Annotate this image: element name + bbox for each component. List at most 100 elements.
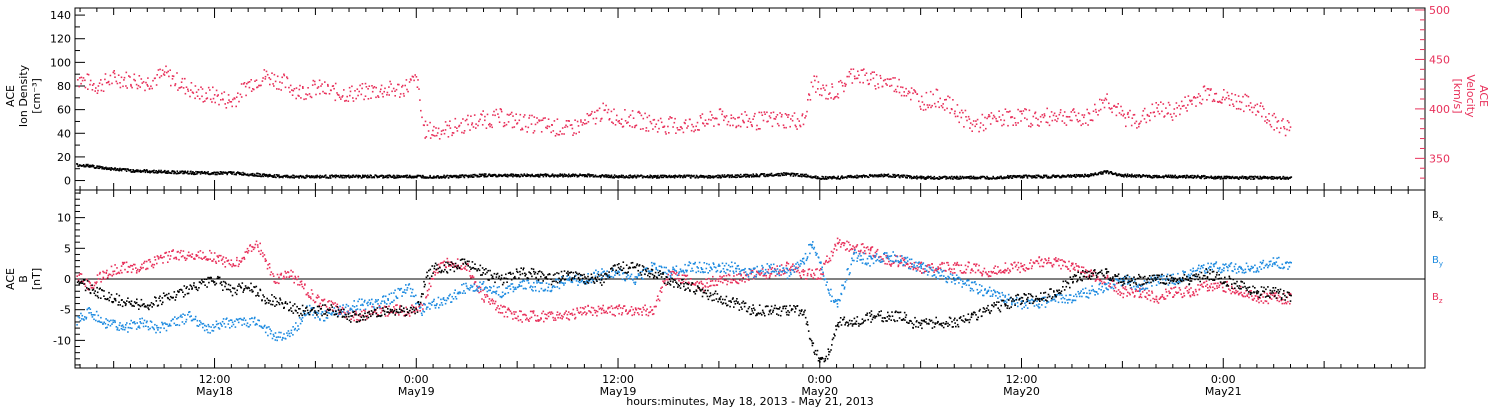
density-series-point <box>422 175 425 178</box>
velocity-series-point <box>952 99 954 101</box>
velocity-series-point <box>884 78 886 81</box>
bz-series-point <box>1003 272 1006 274</box>
density-series-point <box>478 176 480 178</box>
density-series-point <box>484 175 487 178</box>
density-series-point <box>1284 176 1286 179</box>
bz-series-point <box>619 307 622 309</box>
density-series-point <box>405 174 408 177</box>
density-series-point <box>99 166 101 169</box>
density-series-point <box>695 176 697 179</box>
bz-series-point <box>794 268 797 270</box>
velocity-series-point <box>1135 120 1138 123</box>
density-series-point <box>831 176 834 178</box>
density-series-point <box>1171 176 1174 179</box>
velocity-series-point <box>1261 105 1264 108</box>
bz-series-point <box>717 280 720 282</box>
density-series-point <box>246 173 249 175</box>
density-series-point <box>628 174 630 177</box>
bz-series-point <box>675 273 677 275</box>
velocity-series-point <box>167 70 169 73</box>
velocity-series-point <box>626 122 628 124</box>
density-series-point <box>211 173 213 175</box>
density-series-point <box>1035 177 1037 179</box>
bz-series-point <box>503 305 505 308</box>
velocity-series-point <box>97 85 100 87</box>
density-series-point <box>1061 174 1064 177</box>
density-series-point <box>1020 175 1023 178</box>
velocity-series-point <box>825 97 827 100</box>
bz-series-point <box>131 265 134 267</box>
bz-series-point <box>168 251 170 253</box>
density-series-point <box>389 174 392 177</box>
bz-series-point <box>303 287 305 290</box>
density-series-point <box>605 176 608 178</box>
bz-series-point <box>137 268 139 271</box>
density-series-point <box>150 170 153 173</box>
velocity-series-point <box>763 111 766 113</box>
density-series-point <box>345 174 347 177</box>
bz-series-point <box>655 305 657 308</box>
velocity-series-point <box>244 85 247 88</box>
velocity-series-point <box>317 86 320 88</box>
bz-series-point <box>116 272 119 274</box>
velocity-series-point <box>896 85 899 88</box>
bz-series-point <box>160 254 162 257</box>
velocity-series-point <box>372 87 375 89</box>
velocity-series-point <box>259 84 261 87</box>
velocity-series-point <box>768 115 771 117</box>
density-series-point <box>696 175 698 178</box>
bz-series-point <box>112 270 114 273</box>
density-series-point <box>160 169 162 172</box>
velocity-series-point <box>536 121 539 124</box>
density-series-point <box>385 175 388 178</box>
density-series-point <box>970 175 972 178</box>
density-series-point <box>910 177 913 180</box>
velocity-series-point <box>169 69 171 71</box>
density-series-point <box>675 175 677 178</box>
bz-series-point <box>196 254 199 257</box>
density-series-point <box>588 173 590 175</box>
velocity-series-point <box>1239 100 1241 103</box>
density-series-point <box>664 174 667 177</box>
velocity-series-point <box>750 124 753 126</box>
density-series-point <box>875 175 877 178</box>
velocity-series-point <box>644 112 646 115</box>
bz-series-point <box>603 309 605 312</box>
velocity-series-point <box>684 119 687 121</box>
density-series-point <box>183 172 185 175</box>
density-series-point <box>530 174 532 177</box>
bz-series-point <box>587 305 589 307</box>
density-series-point <box>411 176 414 178</box>
density-series-point <box>196 173 198 175</box>
bz-series-point <box>1028 267 1030 270</box>
velocity-series-point <box>464 119 467 122</box>
bz-series-point <box>553 319 555 321</box>
velocity-series-point <box>1142 110 1145 112</box>
density-series-point <box>193 173 196 176</box>
velocity-series-point <box>930 106 932 109</box>
velocity-series-point <box>522 116 525 118</box>
density-series-point <box>971 177 973 180</box>
density-series-point <box>1203 174 1205 177</box>
bz-series-point <box>628 310 630 313</box>
velocity-series-point <box>158 76 161 79</box>
velocity-series-point <box>613 108 615 111</box>
velocity-series-point <box>790 118 792 120</box>
density-series-point <box>1114 172 1117 174</box>
velocity-series-point <box>154 77 156 79</box>
bz-series-point <box>426 289 429 292</box>
velocity-series-point <box>1131 117 1134 119</box>
velocity-series-point <box>252 88 254 90</box>
velocity-series-point <box>1037 118 1039 121</box>
velocity-series-point <box>766 120 768 123</box>
velocity-series-point <box>739 125 742 128</box>
bz-series-point <box>1023 268 1025 271</box>
density-series-point <box>1184 174 1186 177</box>
velocity-series-point <box>1020 120 1022 122</box>
velocity-series-point <box>561 133 563 135</box>
bz-series-point <box>620 313 623 316</box>
velocity-series-point <box>544 117 546 119</box>
density-series-point <box>921 175 923 178</box>
velocity-series-point <box>231 105 233 108</box>
velocity-series-point <box>1208 94 1211 96</box>
